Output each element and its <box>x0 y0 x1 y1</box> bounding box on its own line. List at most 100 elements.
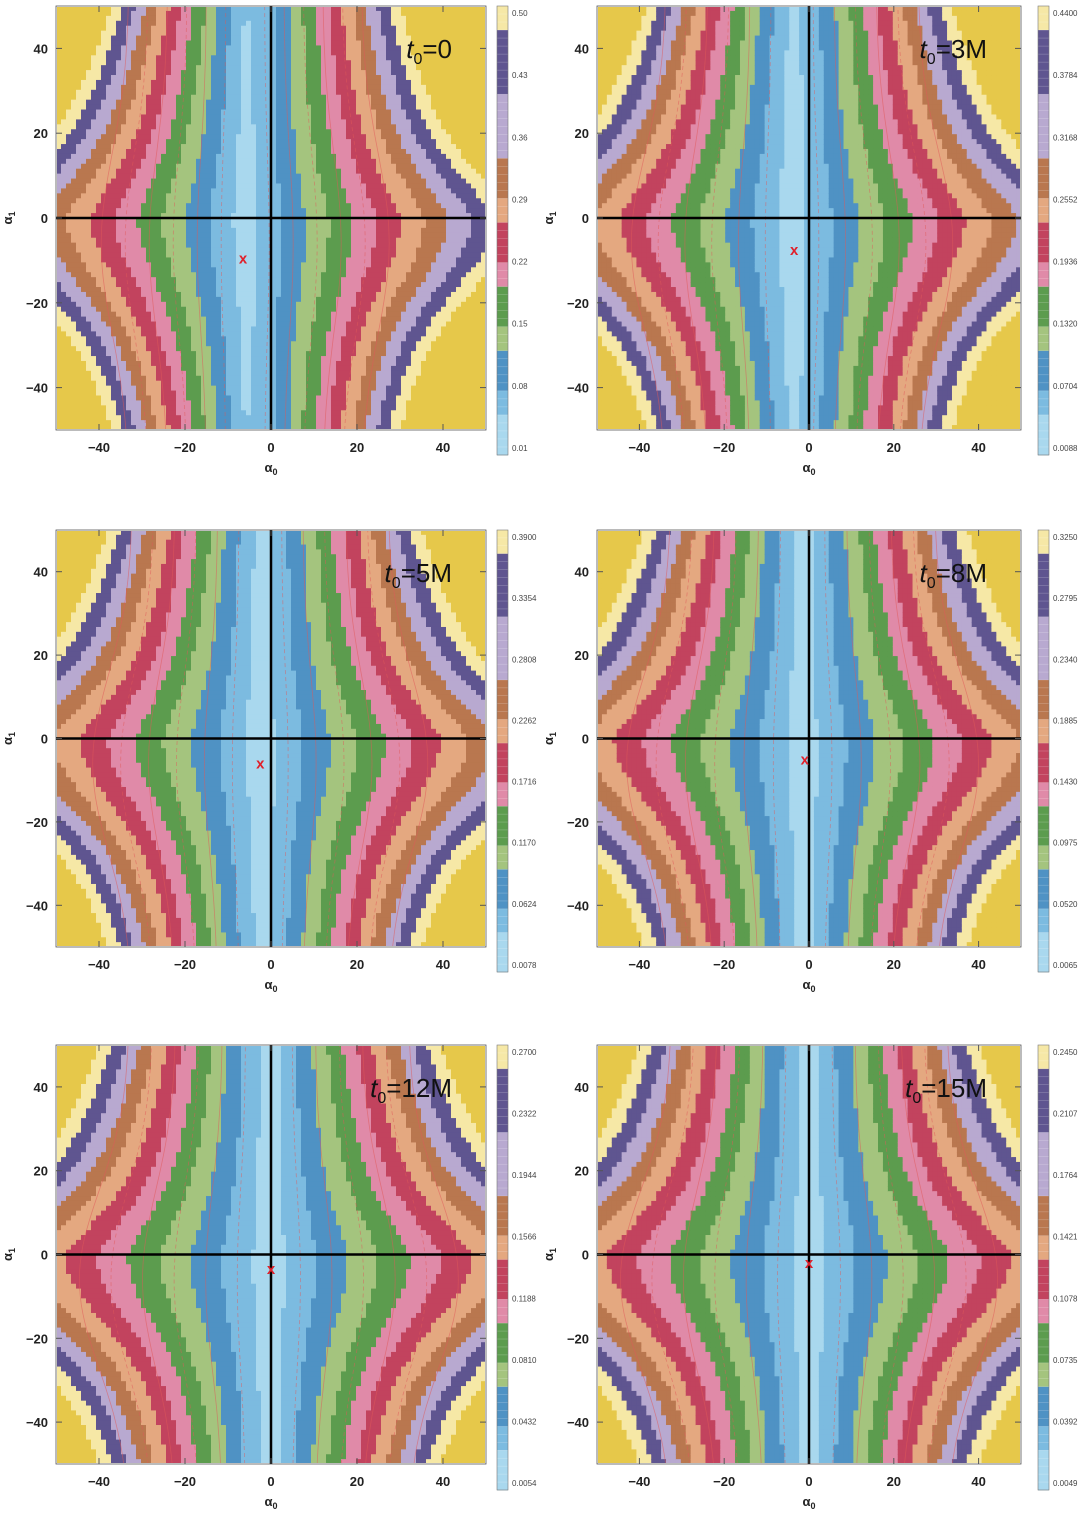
colorbar-segment <box>497 431 508 439</box>
colorbar-segment <box>497 46 508 54</box>
colorbar-segment <box>497 767 508 775</box>
colorbar-segment <box>497 964 508 972</box>
colorbar-tick-label: 0.1170 <box>512 839 536 848</box>
x-tick-label: −40 <box>88 1474 110 1489</box>
colorbar-segment <box>1038 407 1049 415</box>
colorbar-segment <box>1038 14 1049 22</box>
colorbar-segment <box>497 383 508 391</box>
y-axis-subscript: 1 <box>7 211 17 216</box>
y-tick-label: 40 <box>34 41 48 56</box>
y-axis-subscript: 1 <box>7 732 17 737</box>
colorbar-tick-label: 0.1566 <box>512 1233 537 1242</box>
x-tick-label: 20 <box>350 957 364 972</box>
colorbar-segment <box>1038 854 1049 862</box>
x-axis-subscript: 0 <box>272 467 277 477</box>
colorbar-segment <box>497 1434 508 1442</box>
colorbar-segment <box>497 893 508 901</box>
colorbar-segment <box>497 1204 508 1212</box>
colorbar-segment <box>1038 893 1049 901</box>
x-tick-label: 40 <box>971 957 985 972</box>
colorbar-segment <box>1038 255 1049 263</box>
colorbar-segment <box>497 415 508 423</box>
colorbar-segment <box>497 263 508 271</box>
colorbar-segment <box>497 704 508 712</box>
colorbar-segment <box>497 1172 508 1180</box>
colorbar-segment <box>1038 142 1049 150</box>
colorbar-segment <box>1038 30 1049 38</box>
colorbar-segment <box>497 279 508 287</box>
colorbar-tick-label: 0.0054 <box>512 1479 537 1488</box>
colorbar-segment <box>1038 593 1049 601</box>
colorbar-segment <box>497 239 508 247</box>
colorbar-tick-label: 0.0049 <box>1053 1479 1078 1488</box>
minimum-marker: x <box>267 1261 276 1278</box>
colorbar-segment <box>1038 688 1049 696</box>
colorbar-tick-label: 0.0735 <box>1053 1356 1078 1365</box>
x-tick-label: −20 <box>174 440 196 455</box>
colorbar-segment <box>1038 1109 1049 1117</box>
colorbar-tick-label: 0.2450 <box>1053 1048 1078 1057</box>
colorbar-segment <box>497 625 508 633</box>
colorbar-segment <box>1038 62 1049 70</box>
colorbar-tick-label: 0.01 <box>512 444 528 453</box>
colorbar-segment <box>497 656 508 664</box>
x-tick-label: 0 <box>805 957 812 972</box>
colorbar-segment <box>1038 1474 1049 1482</box>
colorbar-segment <box>497 1347 508 1355</box>
colorbar-segment <box>1038 814 1049 822</box>
y-tick-label: −40 <box>26 1415 48 1430</box>
colorbar-segment <box>1038 948 1049 956</box>
colorbar-tick-label: 0.0088 <box>1053 444 1078 453</box>
colorbar-tick-label: 0.1716 <box>512 778 537 787</box>
colorbar-segment <box>1038 287 1049 295</box>
x-tick-label: −40 <box>88 440 110 455</box>
y-axis-title: α1 <box>0 732 17 745</box>
colorbar-segment <box>497 1315 508 1323</box>
colorbar-segment <box>1038 1069 1049 1077</box>
x-axis-title: α0 <box>264 1494 277 1511</box>
colorbar-tick-label: 0.0704 <box>1053 382 1078 391</box>
colorbar-segment <box>497 562 508 570</box>
x-tick-label: 20 <box>887 957 901 972</box>
colorbar-segment <box>1038 174 1049 182</box>
colorbar-segment <box>1038 569 1049 577</box>
y-axis-title: α1 <box>0 1248 17 1261</box>
colorbar-segment <box>497 1275 508 1283</box>
colorbar-segment <box>497 38 508 46</box>
colorbar-segment <box>497 447 508 455</box>
colorbar-segment <box>1038 1212 1049 1220</box>
colorbar-segment <box>497 1379 508 1387</box>
colorbar-segment <box>1038 562 1049 570</box>
colorbar-segment <box>497 359 508 367</box>
x-tick-label: 20 <box>887 1474 901 1489</box>
x-tick-label: −20 <box>174 1474 196 1489</box>
colorbar-segment <box>497 1474 508 1482</box>
colorbar-segment <box>1038 1124 1049 1132</box>
colorbar-segment <box>1038 1228 1049 1236</box>
colorbar-segment <box>1038 1283 1049 1291</box>
colorbar-segment <box>497 1228 508 1236</box>
colorbar-segment <box>1038 86 1049 94</box>
colorbar-segment <box>1038 423 1049 431</box>
colorbar-segment <box>1038 641 1049 649</box>
y-tick-label: −20 <box>567 1331 589 1346</box>
colorbar-segment <box>497 830 508 838</box>
colorbar-segment <box>497 814 508 822</box>
colorbar-segment <box>497 94 508 102</box>
x-tick-label: 40 <box>971 1474 985 1489</box>
colorbar-segment <box>497 14 508 22</box>
colorbar-segment <box>1038 1132 1049 1140</box>
colorbar-tick-label: 0.1936 <box>1053 258 1078 267</box>
colorbar-segment <box>497 885 508 893</box>
colorbar-tick-label: 0.36 <box>512 133 528 142</box>
x-tick-label: −40 <box>88 957 110 972</box>
colorbar-segment <box>497 846 508 854</box>
colorbar-segment <box>1038 311 1049 319</box>
colorbar-tick-label: 0.2322 <box>512 1110 537 1119</box>
colorbar-segment <box>1038 925 1049 933</box>
colorbar-tick-label: 0.0624 <box>512 900 537 909</box>
colorbar-segment <box>497 1196 508 1204</box>
x-tick-label: 0 <box>805 440 812 455</box>
